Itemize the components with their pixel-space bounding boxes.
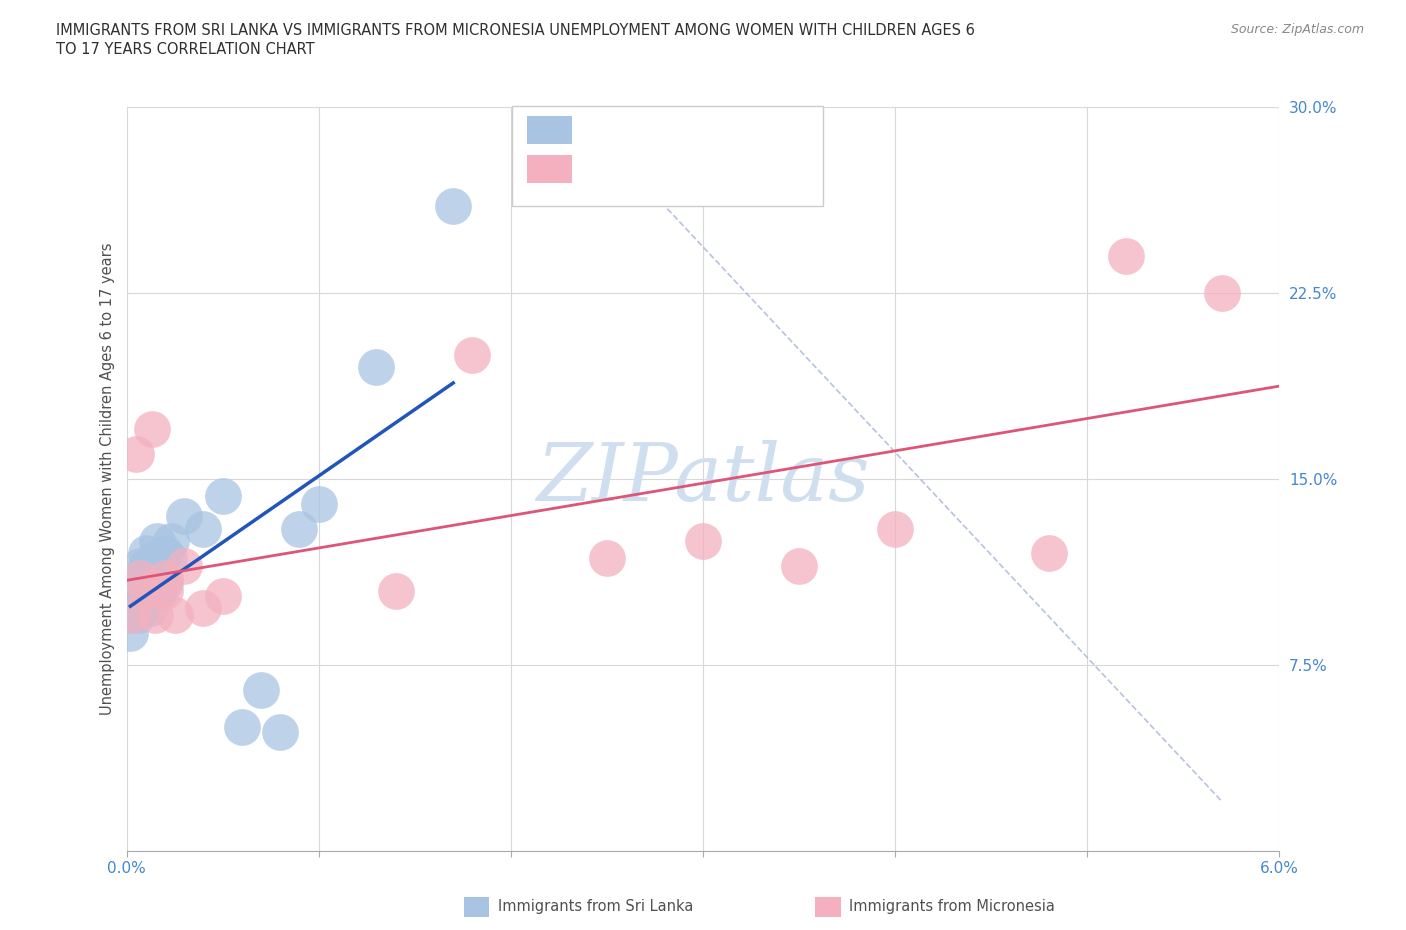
Text: R = 0.535: R = 0.535: [583, 160, 673, 179]
Point: [145, 551, 166, 565]
Text: IMMIGRANTS FROM SRI LANKA VS IMMIGRANTS FROM MICRONESIA UNEMPLOYMENT AMONG WOMEN: IMMIGRANTS FROM SRI LANKA VS IMMIGRANTS …: [56, 23, 976, 38]
Text: TO 17 YEARS CORRELATION CHART: TO 17 YEARS CORRELATION CHART: [56, 42, 315, 57]
Point: [142, 565, 165, 580]
Point: [129, 558, 152, 573]
Point: [135, 546, 157, 561]
Text: Immigrants from Micronesia: Immigrants from Micronesia: [849, 899, 1054, 914]
Point: [135, 583, 157, 598]
Point: [211, 489, 233, 504]
Point: [127, 608, 149, 623]
Point: [129, 571, 152, 586]
Point: [135, 558, 157, 573]
Point: [1115, 248, 1137, 263]
Point: [146, 571, 169, 586]
Point: [146, 534, 169, 549]
Point: [125, 576, 148, 591]
Point: [131, 601, 153, 616]
Y-axis label: Unemployment Among Women with Children Ages 6 to 17 years: Unemployment Among Women with Children A…: [100, 243, 115, 715]
Point: [193, 601, 215, 616]
Point: [366, 360, 388, 375]
Point: [129, 583, 152, 598]
Point: [173, 558, 195, 573]
Point: [120, 625, 142, 640]
Point: [596, 551, 619, 565]
Point: [231, 720, 253, 735]
Point: [461, 348, 484, 363]
Point: [131, 571, 153, 586]
Point: [150, 558, 173, 573]
Text: Immigrants from Sri Lanka: Immigrants from Sri Lanka: [498, 899, 693, 914]
Point: [692, 534, 714, 549]
Point: [121, 608, 143, 623]
Text: N = 21: N = 21: [675, 160, 737, 179]
Point: [384, 583, 406, 598]
Point: [288, 521, 311, 536]
Point: [153, 571, 176, 586]
Point: [250, 683, 273, 698]
Point: [211, 588, 233, 603]
Point: [125, 446, 148, 461]
Text: Source: ZipAtlas.com: Source: ZipAtlas.com: [1230, 23, 1364, 36]
Point: [787, 558, 810, 573]
Text: R = 0.393: R = 0.393: [583, 121, 675, 140]
Point: [122, 595, 145, 610]
Point: [884, 521, 907, 536]
Point: [269, 724, 291, 739]
Point: [157, 551, 180, 565]
Text: N = 35: N = 35: [675, 121, 737, 140]
Point: [173, 509, 195, 524]
Point: [1211, 286, 1233, 300]
Point: [148, 583, 170, 598]
Point: [132, 591, 155, 605]
Point: [153, 583, 176, 598]
Point: [193, 521, 215, 536]
Point: [1038, 546, 1060, 561]
Point: [141, 583, 163, 598]
Point: [153, 546, 176, 561]
Point: [308, 497, 330, 512]
Point: [121, 608, 143, 623]
Point: [159, 534, 181, 549]
Point: [145, 608, 166, 623]
Point: [153, 576, 176, 591]
Point: [163, 608, 186, 623]
Point: [141, 422, 163, 437]
Point: [138, 601, 160, 616]
Point: [135, 576, 157, 591]
Text: ZIPatlas: ZIPatlas: [536, 440, 870, 518]
Point: [441, 199, 464, 214]
